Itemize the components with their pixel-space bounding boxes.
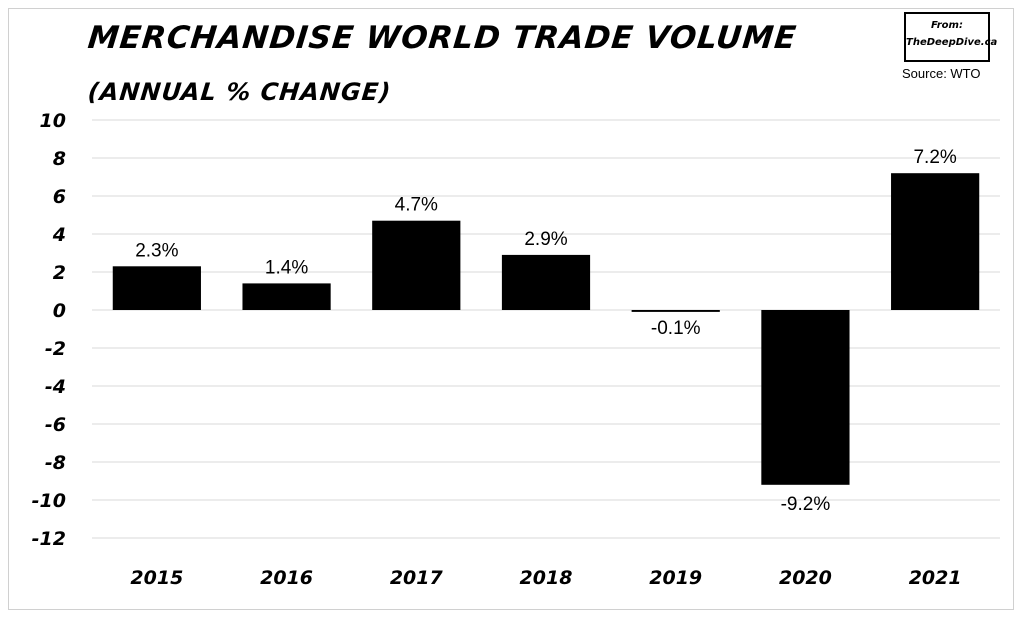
y-tick-label: -10 xyxy=(32,490,66,512)
bar-2018 xyxy=(501,254,591,310)
data-label: 1.4% xyxy=(265,257,308,278)
x-tick-label: 2016 xyxy=(260,567,313,589)
x-tick-label: 2018 xyxy=(520,567,573,589)
y-tick-label: 8 xyxy=(53,148,66,170)
bar-2016 xyxy=(242,283,331,310)
y-tick-label: -12 xyxy=(32,528,66,550)
x-tick-label: 2017 xyxy=(390,567,444,589)
y-tick-label: 0 xyxy=(53,300,66,322)
data-labels: 2.3% 1.4% 4.7% 2.9% -0.1% -9.2% 7.2% xyxy=(135,147,957,515)
x-tick-label: 2015 xyxy=(130,567,183,589)
y-tick-label: 4 xyxy=(52,224,66,246)
brand-from-label: From: xyxy=(931,20,963,31)
x-axis-ticks: 2015 2016 2017 2018 2019 2020 2021 xyxy=(130,567,961,589)
brand-logo-box: From: TheDeepDive.ca xyxy=(904,12,998,62)
y-tick-label: -6 xyxy=(45,414,66,436)
y-tick-label: -8 xyxy=(45,452,66,474)
data-label: -9.2% xyxy=(781,494,831,515)
brand-site-label: TheDeepDive.ca xyxy=(906,37,998,48)
y-tick-label: -2 xyxy=(45,338,66,360)
y-tick-label: 2 xyxy=(53,262,66,284)
data-label: 2.9% xyxy=(524,229,567,250)
bar-2019 xyxy=(631,310,720,312)
gridlines xyxy=(92,119,1000,539)
data-label: 4.7% xyxy=(395,195,438,216)
y-tick-label: -4 xyxy=(45,376,66,398)
bar-2021 xyxy=(891,173,980,310)
y-axis-ticks: 10 8 6 4 2 0 -2 -4 -6 -8 -10 -12 xyxy=(32,110,66,550)
data-label: -0.1% xyxy=(651,318,701,339)
bars xyxy=(112,173,980,485)
source-label: Source: WTO xyxy=(902,66,981,81)
bar-2020 xyxy=(761,310,850,485)
bar-2017 xyxy=(372,220,461,310)
x-tick-label: 2019 xyxy=(649,567,702,589)
bar-2015 xyxy=(112,266,201,310)
x-tick-label: 2020 xyxy=(779,567,832,589)
y-tick-label: 10 xyxy=(40,110,66,132)
data-label: 2.3% xyxy=(135,240,178,261)
x-tick-label: 2021 xyxy=(909,567,962,589)
y-tick-label: 6 xyxy=(53,186,66,208)
data-label: 7.2% xyxy=(913,147,956,168)
